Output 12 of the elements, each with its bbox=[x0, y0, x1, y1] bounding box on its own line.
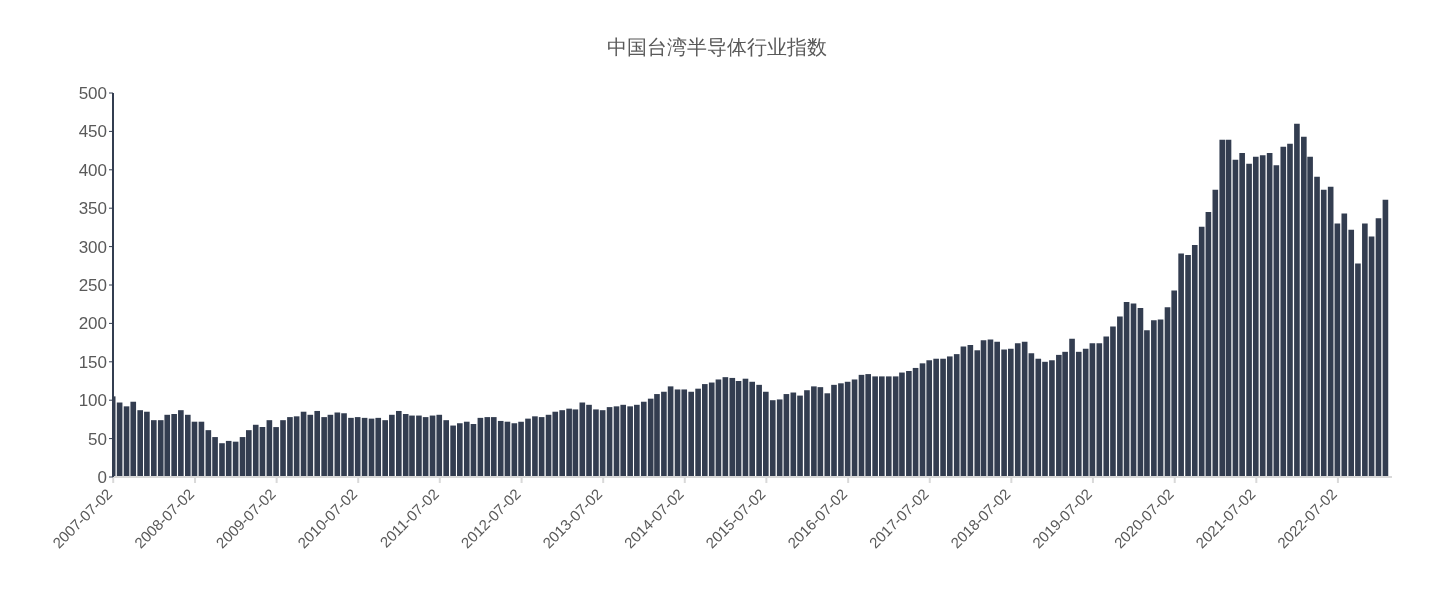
y-tick-label: 150 bbox=[78, 352, 107, 372]
y-tick-label: 500 bbox=[78, 84, 107, 104]
y-tick-label: 400 bbox=[78, 160, 107, 180]
y-tick-label: 200 bbox=[78, 314, 107, 334]
y-tick-label: 0 bbox=[97, 468, 107, 488]
y-tick-label: 450 bbox=[78, 122, 107, 142]
y-tick-label: 300 bbox=[78, 237, 107, 257]
y-tick-label: 350 bbox=[78, 199, 107, 219]
chart-title: 中国台湾半导体行业指数 bbox=[606, 35, 828, 60]
y-tick-label: 100 bbox=[78, 391, 107, 411]
y-tick-label: 250 bbox=[78, 276, 107, 296]
y-tick-label: 50 bbox=[88, 429, 107, 449]
